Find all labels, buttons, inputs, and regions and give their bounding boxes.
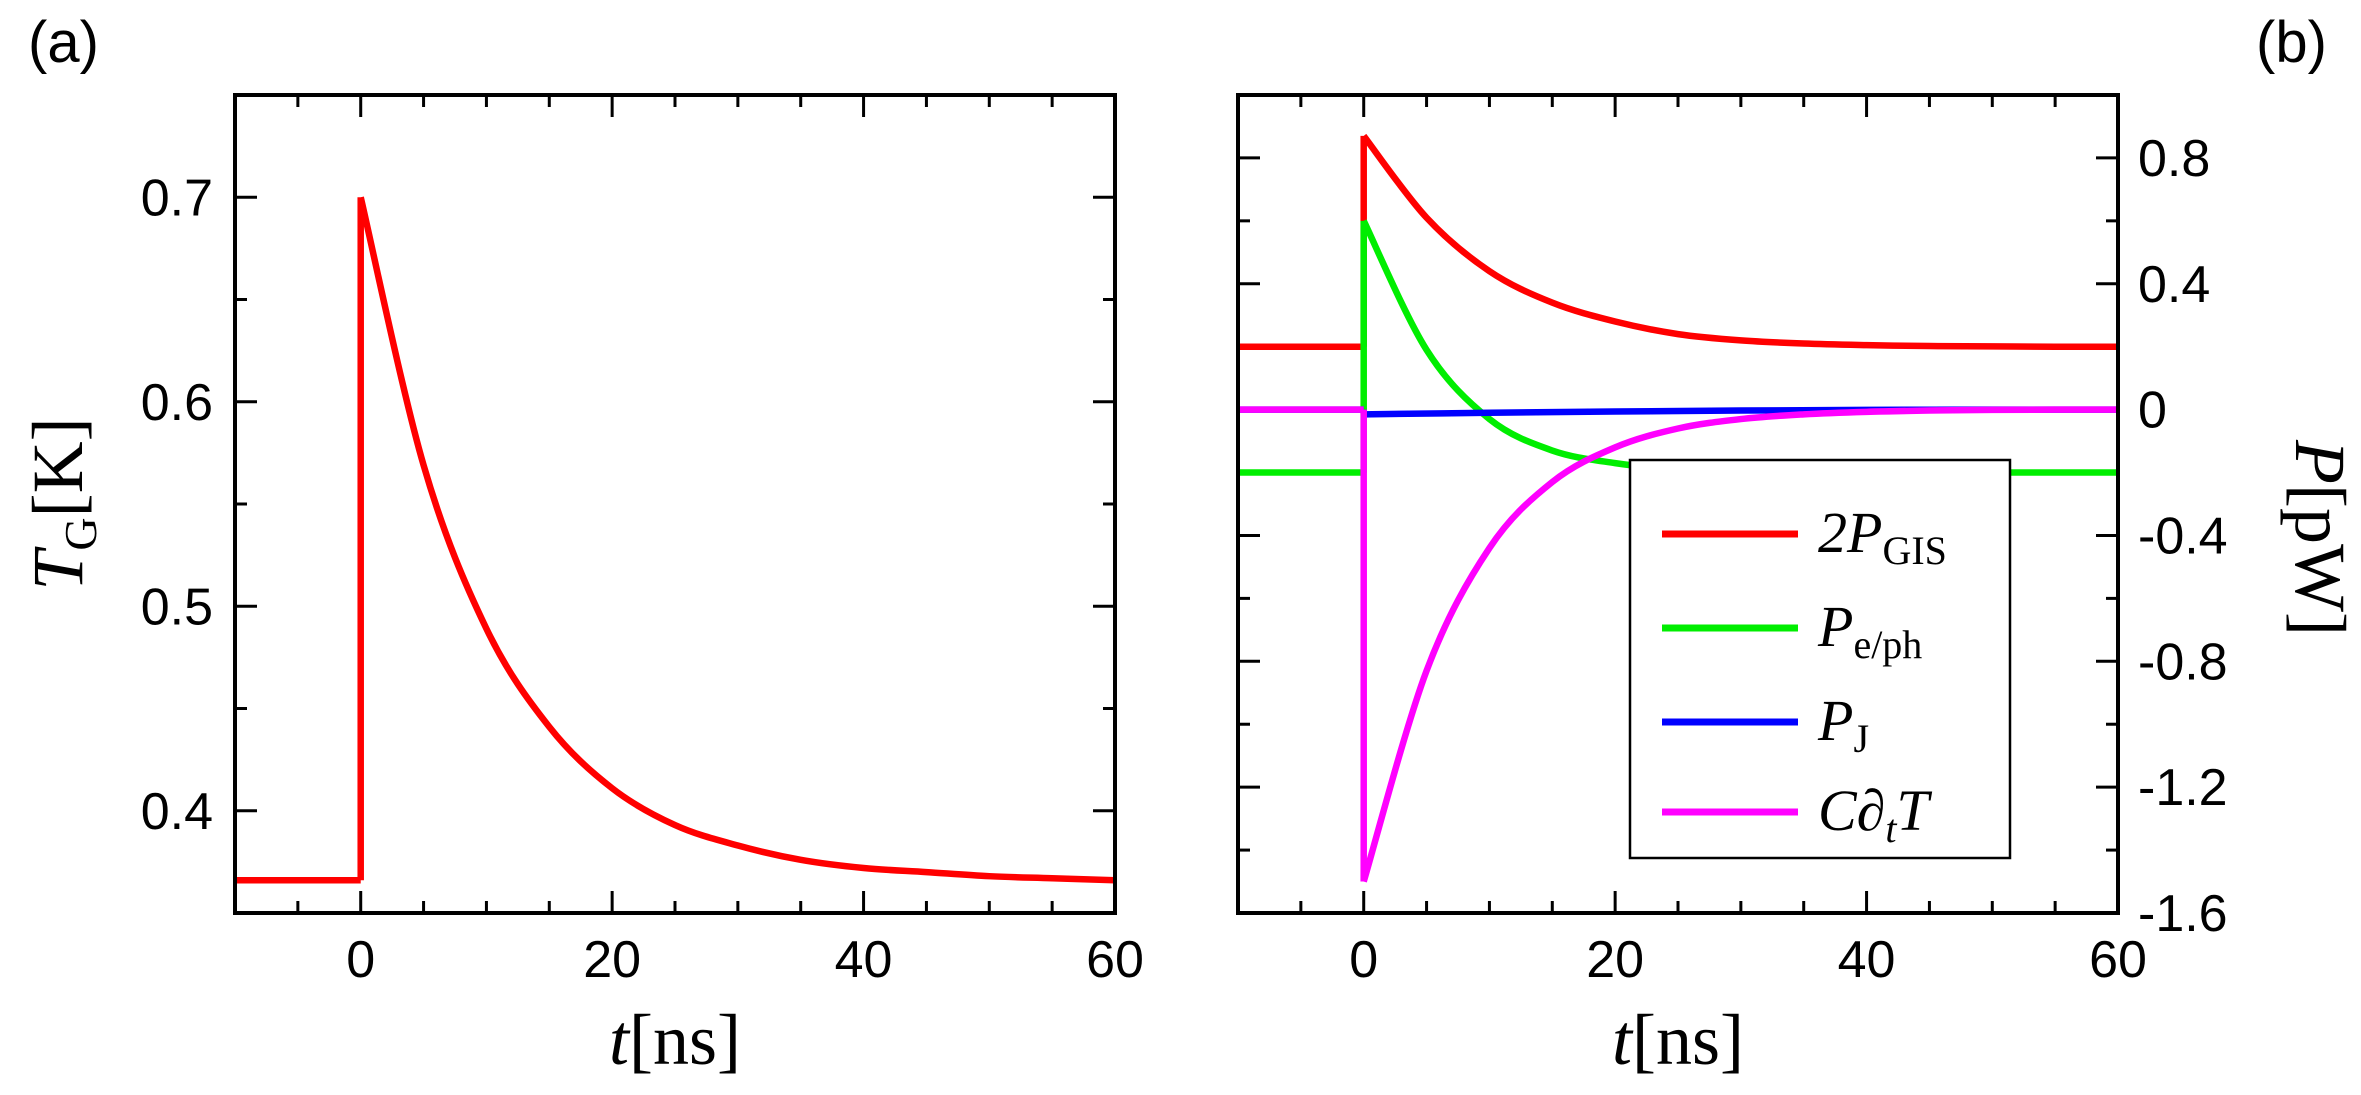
series-line-b-3 (1238, 406, 2119, 883)
y-tick-label: -0.8 (2138, 633, 2228, 691)
panel-b-y-var: P (2280, 439, 2360, 484)
panel-a-x-axis-label: t[ns] (609, 1000, 741, 1080)
legend-sub-peph: e/ph (1853, 622, 1922, 667)
panel-b-y-unit-open: [ (2280, 484, 2360, 508)
legend-sub-2pgis: GIS (1882, 528, 1946, 573)
panel-a-x-unit-open: [ (629, 1000, 653, 1080)
panel-b-x-unit-close: ] (1720, 1000, 1744, 1080)
panel-a-y-sub: G (55, 517, 106, 550)
x-tick-label: 60 (1086, 931, 1144, 989)
panel-b-x-unit-open: [ (1632, 1000, 1656, 1080)
x-tick-label: 40 (835, 931, 893, 989)
y-tick-label: 0.4 (141, 783, 213, 841)
y-tick-label: -1.2 (2138, 759, 2228, 817)
legend-label-cdtt: C∂tT (1818, 778, 1932, 851)
panel-b-y-axis-label: P[pW] (2280, 439, 2360, 636)
series-line-a-0 (235, 196, 1116, 884)
x-tick-label: 40 (1838, 931, 1896, 989)
legend-box (1628, 458, 2012, 860)
panel-b-frame (1236, 93, 2120, 915)
panel-b-y-unit-close: ] (2280, 612, 2360, 636)
panel-b-label: (b) (2256, 10, 2327, 75)
panel-a-chart: 0 20 40 600.40.50.60.7 t[ns] TG[K] (18, 93, 1144, 1080)
legend-main-cdtt: C∂ (1818, 778, 1885, 843)
panel-b-x-axis-label: t[ns] (1612, 1000, 1744, 1080)
panel-a-series (235, 196, 1116, 884)
panel-a-label: (a) (28, 10, 99, 75)
y-tick-label: 0.7 (141, 169, 213, 227)
panel-b-x-unit: ns (1656, 1000, 1720, 1080)
panel-a-x-unit: ns (653, 1000, 717, 1080)
panel-a-frame (233, 93, 1117, 915)
legend-label-peph: Pe/ph (1817, 594, 1922, 667)
panel-a-y-var: T (18, 546, 98, 591)
x-tick-label: 60 (2089, 931, 2147, 989)
y-tick-label: 0.6 (141, 374, 213, 432)
legend-main-pj: P (1817, 688, 1853, 753)
panel-a-y-unit: K (18, 441, 98, 493)
legend-main-2pgis: 2P (1818, 500, 1882, 565)
panel-a-y-axis-label: TG[K] (18, 417, 106, 590)
y-tick-label: 0.4 (2138, 256, 2210, 314)
legend-main-peph: P (1817, 594, 1853, 659)
panel-b-legend: 2PGIS Pe/ph PJ C∂tT (1628, 458, 2012, 860)
legend-label-2pgis: 2PGIS (1818, 500, 1947, 573)
panel-b-chart: 0 20 40 600.80.40-0.4-0.8-1.2-1.6 t[ns] P[p… (1236, 93, 2360, 1080)
panel-b-y-unit: pW (2280, 508, 2360, 612)
legend-sub-cdtt: t (1885, 806, 1897, 851)
y-tick-label: 0.8 (2138, 130, 2210, 188)
panel-a-y-unit-close: ] (18, 417, 98, 441)
panel-a-y-unit-open: [ (18, 493, 98, 517)
panel-b-series (1237, 133, 2119, 883)
legend-tail-cdtt: T (1896, 778, 1932, 843)
y-tick-label: 0 (2138, 382, 2167, 440)
x-tick-label: 20 (1586, 931, 1644, 989)
panel-a-x-var: t (609, 1000, 631, 1080)
panel-b-tick-labels: 0 20 40 60 0.8 0.4 0 -0.4 -0.8 -1.2 -1.6 (1349, 130, 2227, 989)
y-tick-label: -1.6 (2138, 885, 2228, 943)
x-tick-label: 0 (1349, 931, 1378, 989)
x-tick-label: 20 (583, 931, 641, 989)
x-tick-label: 0 (346, 931, 375, 989)
panel-a-x-unit-close: ] (717, 1000, 741, 1080)
legend-sub-pj: J (1853, 716, 1869, 761)
panel-a-tick-labels: 0 20 40 60 0.4 0.5 0.6 0.7 (141, 169, 1144, 989)
panel-b-x-var: t (1612, 1000, 1634, 1080)
y-tick-label: 0.5 (141, 578, 213, 636)
y-tick-label: -0.4 (2138, 507, 2228, 565)
legend-label-pj: PJ (1817, 688, 1869, 761)
